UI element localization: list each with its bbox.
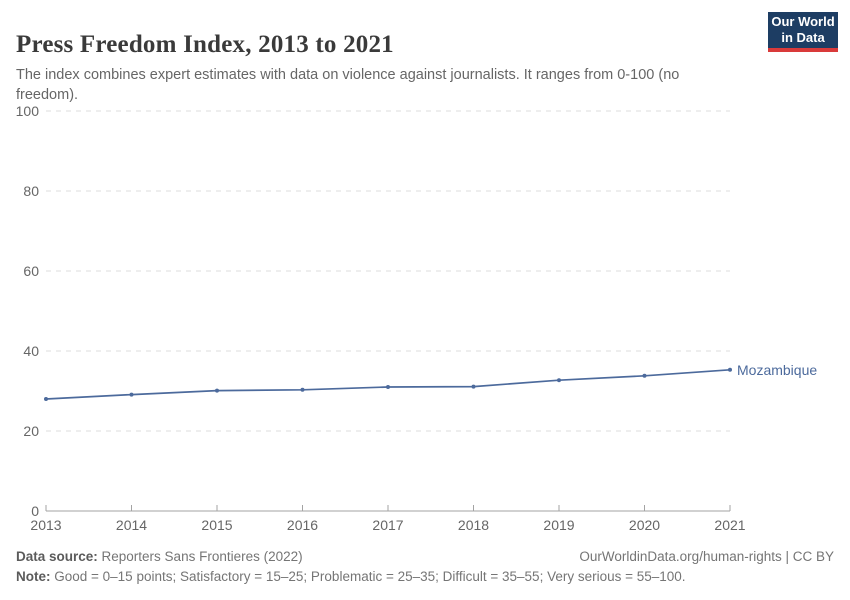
data-source-value: Reporters Sans Frontieres (2022) [97,549,303,564]
chart-title: Press Freedom Index, 2013 to 2021 [16,30,394,58]
data-source-label: Data source: [16,549,98,564]
owid-logo-line1: Our World [771,14,835,30]
mozambique-point-2018[interactable] [471,384,476,389]
x-axis-tick-label-2017: 2017 [372,517,403,533]
line-chart: 0 20 40 60 80 100 2013 2014 2015 2016 2017 2018 2019… [0,95,850,540]
mozambique-point-2014[interactable] [129,392,134,397]
x-axis-tick-label-2021: 2021 [714,517,745,533]
mozambique-line[interactable] [45,368,731,400]
y-axis-tick-label-80: 80 [23,183,39,199]
mozambique-point-2015[interactable] [215,388,219,393]
owid-link[interactable]: OurWorldinData.org/human-rights | CC BY [579,549,834,564]
x-axis-tick-label-2019: 2019 [543,517,574,533]
series-label-mozambique[interactable]: Mozambique [737,362,817,378]
mozambique-point-2017[interactable] [386,385,390,389]
y-axis-tick-label-20: 20 [23,423,39,439]
note-value: Good = 0–15 points; Satisfactory = 15–25… [50,569,686,584]
x-axis-tick-label-2013: 2013 [30,517,61,533]
y-axis-tick-label-0: 0 [31,503,39,519]
mozambique-point-2019[interactable] [557,378,561,383]
chart-canvas: 0 20 40 60 80 100 2013 2014 2015 2016 2017 2018 2019… [16,103,818,533]
chart-footer: Data source: Reporters Sans Frontieres (… [16,549,834,584]
x-axis-tick-label-2020: 2020 [629,517,660,533]
mozambique-point-2021[interactable] [728,367,732,372]
note-label: Note: [16,569,51,584]
y-axis-tick-label-40: 40 [23,343,39,359]
y-axis-tick-label-60: 60 [23,263,39,279]
mozambique-point-2013[interactable] [44,397,48,401]
x-axis-tick-label-2015: 2015 [201,517,232,533]
mozambique-point-2016[interactable] [300,387,305,392]
x-axis-tick-label-2016: 2016 [287,517,318,533]
owid-logo-line2: in Data [781,30,825,45]
data-source-line: Data source: Reporters Sans Frontieres (… [16,549,303,564]
y-axis-tick-label-100: 100 [16,103,40,119]
chart-subtitle: The index combines expert estimates with… [16,66,680,103]
owid-logo[interactable]: Our World in Data [768,12,838,52]
x-axis-tick-label-2018: 2018 [458,517,489,533]
mozambique-point-2020[interactable] [642,373,647,378]
x-axis-tick-label-2014: 2014 [116,517,147,533]
